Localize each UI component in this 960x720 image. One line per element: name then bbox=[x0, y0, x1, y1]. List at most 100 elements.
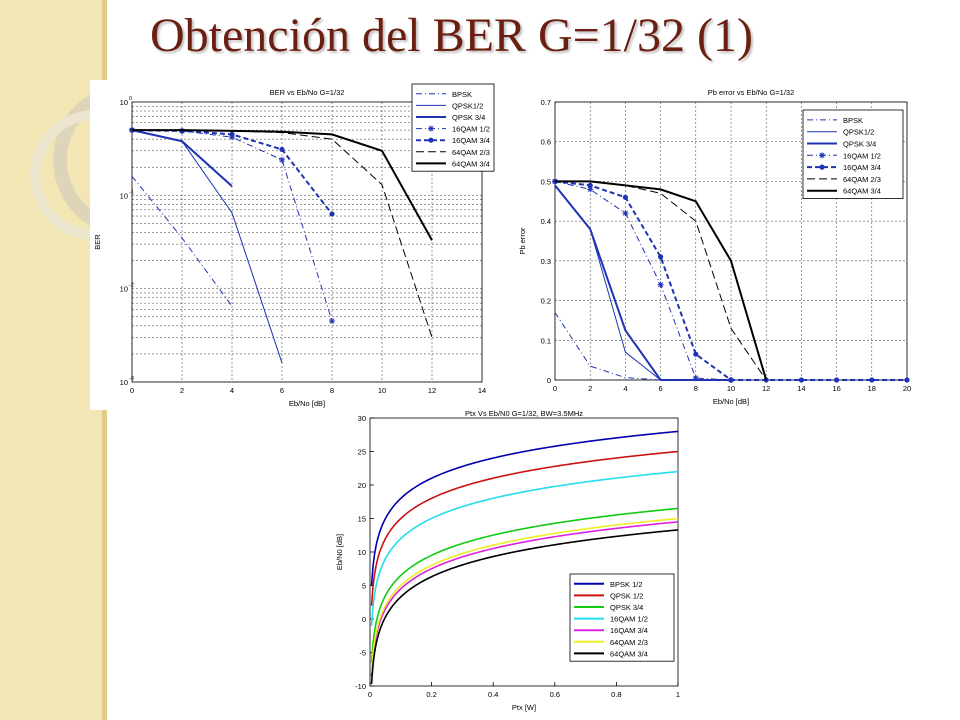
plot-frame bbox=[131, 101, 483, 383]
y-tick-label: 0.6 bbox=[541, 138, 551, 147]
y-tick-label: 25 bbox=[358, 448, 366, 457]
chart-title: BER vs Eb/No G=1/32 bbox=[270, 88, 345, 97]
data-point-marker bbox=[834, 377, 840, 383]
y-tick-label: 0.3 bbox=[541, 257, 551, 266]
series-line bbox=[555, 180, 767, 381]
data-point-marker bbox=[622, 194, 628, 200]
y-axis-label: Pb error bbox=[518, 227, 527, 255]
x-tick-label: 6 bbox=[280, 386, 284, 395]
x-axis-label: Ptx [W] bbox=[512, 703, 536, 712]
series-line bbox=[370, 450, 679, 606]
legend-label: QPSK1/2 bbox=[843, 128, 874, 137]
x-tick-label: 1 bbox=[676, 690, 680, 699]
y-tick-label: 10 bbox=[120, 378, 128, 387]
series-line bbox=[555, 180, 768, 381]
y-tick-label: 10 bbox=[120, 285, 128, 294]
x-tick-label: 0.6 bbox=[550, 690, 560, 699]
x-tick-label: 4 bbox=[230, 386, 234, 395]
data-point-marker bbox=[279, 156, 285, 163]
x-tick-label: 0 bbox=[368, 690, 372, 699]
series-line bbox=[370, 517, 679, 673]
legend-box bbox=[569, 573, 675, 662]
data-point-marker bbox=[428, 125, 434, 132]
y-tick-exponent: 0 bbox=[129, 96, 132, 102]
y-tick-exponent: -3 bbox=[129, 376, 134, 382]
x-tick-label: 20 bbox=[903, 384, 911, 393]
x-tick-label: 8 bbox=[694, 384, 698, 393]
legend-label: 64QAM 2/3 bbox=[610, 638, 648, 647]
series-line bbox=[131, 129, 233, 188]
y-axis-label: BER bbox=[93, 234, 102, 250]
legend-box bbox=[411, 83, 495, 172]
data-point-marker bbox=[329, 318, 335, 325]
x-tick-label: 0.4 bbox=[488, 690, 498, 699]
data-point-marker bbox=[658, 254, 664, 260]
x-axis-label: Eb/No [dB] bbox=[289, 399, 325, 408]
series-line bbox=[370, 470, 679, 626]
x-tick-label: 0.8 bbox=[611, 690, 621, 699]
legend: BPSK 1/2 QPSK 1/2 QPSK 3/4 16QAM 1/2 16QAM 3… bbox=[569, 573, 675, 662]
x-tick-label: 0.2 bbox=[426, 690, 436, 699]
x-tick-label: 0 bbox=[553, 384, 557, 393]
data-point-marker bbox=[657, 281, 664, 288]
legend-label: 64QAM 3/4 bbox=[452, 159, 490, 168]
data-point-marker bbox=[279, 146, 285, 153]
y-tick-label: -10 bbox=[355, 682, 366, 691]
y-tick-label: 30 bbox=[358, 414, 366, 423]
y-tick-label: 0 bbox=[547, 376, 551, 385]
x-tick-label: 4 bbox=[623, 384, 627, 393]
x-tick-label: 10 bbox=[727, 384, 735, 393]
series-line bbox=[370, 507, 679, 663]
legend-label: 64QAM 3/4 bbox=[843, 187, 881, 196]
y-tick-label: 15 bbox=[358, 515, 366, 524]
data-point-marker bbox=[622, 210, 629, 217]
y-tick-exponent: -2 bbox=[129, 283, 134, 289]
legend-label: 16QAM 3/4 bbox=[452, 136, 490, 145]
x-tick-label: 14 bbox=[478, 386, 486, 395]
pb-error-chart: 0 2 4 6 8 10 12 14 16 18 20 0 0.1 0.2 0.3 0.4 0.5 0.6 0.7 P… bbox=[505, 80, 920, 410]
legend-label: QPSK 3/4 bbox=[843, 140, 876, 149]
y-tick-label: 0.2 bbox=[541, 297, 551, 306]
legend: BPSK QPSK1/2 QPSK 3/4 16QAM 1/2 16QAM 3/4 64Q… bbox=[411, 83, 495, 172]
legend-label: BPSK bbox=[843, 116, 863, 125]
legend-label: QPSK1/2 bbox=[452, 101, 483, 110]
ptx-chart: 0 0.2 0.4 0.6 0.8 1 -10 -5 0 5 10 15 20 25 30 Ptx Vs Eb… bbox=[330, 406, 690, 718]
x-axis-label: Eb/No [dB] bbox=[713, 397, 749, 406]
data-point-marker bbox=[329, 211, 335, 217]
data-point-marker bbox=[819, 164, 825, 170]
series-line bbox=[370, 521, 679, 677]
legend-label: 16QAM 1/2 bbox=[843, 151, 881, 160]
chart-title: Pb error vs Eb/No G=1/32 bbox=[708, 88, 795, 97]
x-tick-label: 16 bbox=[832, 384, 840, 393]
legend-label: 64QAM 2/3 bbox=[452, 148, 490, 157]
legend-label: BPSK bbox=[452, 90, 472, 99]
data-point-marker bbox=[819, 152, 825, 159]
y-tick-label: 20 bbox=[358, 481, 366, 490]
legend-label: 16QAM 3/4 bbox=[610, 626, 648, 635]
y-tick-label: 5 bbox=[362, 582, 366, 591]
legend-label: 64QAM 2/3 bbox=[843, 175, 881, 184]
series-line bbox=[554, 184, 731, 381]
x-tick-label: 2 bbox=[588, 384, 592, 393]
y-tick-label: 10 bbox=[358, 548, 366, 557]
data-point-marker bbox=[587, 182, 593, 188]
legend-label: 16QAM 3/4 bbox=[843, 163, 881, 172]
data-point-marker bbox=[904, 377, 910, 383]
legend-label: QPSK 3/4 bbox=[452, 113, 485, 122]
x-tick-label: 0 bbox=[130, 386, 134, 395]
y-axis-label: Eb/N0 [dB] bbox=[335, 534, 344, 570]
x-tick-label: 2 bbox=[180, 386, 184, 395]
legend-label: 64QAM 3/4 bbox=[610, 649, 648, 658]
y-tick-label: 0.5 bbox=[541, 177, 551, 186]
data-point-marker bbox=[692, 375, 699, 382]
x-tick-label: 12 bbox=[762, 384, 770, 393]
x-tick-label: 14 bbox=[797, 384, 805, 393]
legend-label: QPSK 3/4 bbox=[610, 603, 643, 612]
slide-title: Obtención del BER G=1/32 (1) bbox=[150, 9, 753, 62]
y-tick-label: 0.1 bbox=[541, 336, 551, 345]
series-line bbox=[370, 529, 679, 685]
x-tick-label: 18 bbox=[868, 384, 876, 393]
y-tick-label: 0.7 bbox=[541, 98, 551, 107]
series-line bbox=[554, 180, 732, 381]
series-line bbox=[131, 175, 233, 307]
